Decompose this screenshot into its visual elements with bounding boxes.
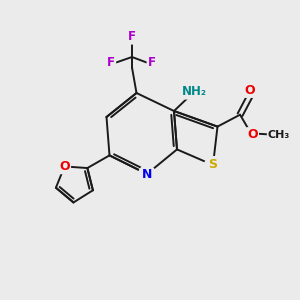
- Text: N: N: [142, 167, 152, 181]
- Text: O: O: [247, 128, 258, 141]
- Text: NH₂: NH₂: [182, 85, 206, 98]
- Text: F: F: [148, 56, 156, 69]
- Text: F: F: [128, 30, 136, 44]
- Text: CH₃: CH₃: [268, 130, 290, 140]
- Circle shape: [205, 157, 221, 173]
- Text: O: O: [59, 160, 70, 173]
- Text: S: S: [208, 158, 217, 172]
- Text: O: O: [245, 84, 255, 97]
- Text: F: F: [107, 56, 115, 69]
- Circle shape: [139, 166, 155, 182]
